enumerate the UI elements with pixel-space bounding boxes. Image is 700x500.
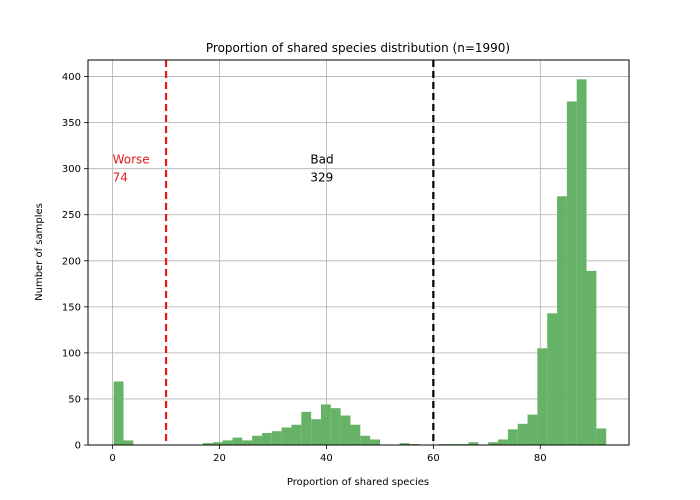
x-tick-label: 40 [320,453,333,464]
histogram-bar [566,101,577,446]
histogram-bar [498,439,508,445]
x-tick-label: 80 [534,453,547,464]
histogram-bar [370,439,380,445]
histogram-bar [123,440,134,445]
histogram-bar [261,433,272,445]
y-tick-label: 400 [62,72,81,83]
histogram-bar [212,442,223,445]
histogram-bar [399,443,410,445]
histogram-bar [242,440,253,445]
histogram-bar [517,423,528,445]
histogram-bar [320,404,331,445]
histogram-bar [222,440,233,445]
x-axis-ticks: 0 20 40 60 80 [109,445,547,464]
histogram-bar [537,348,548,445]
histogram-bar [360,435,371,445]
x-axis-label: Proportion of shared species [287,477,429,488]
threshold-lines [164,60,435,445]
histogram-bar [291,424,302,445]
y-tick-label: 150 [62,302,81,313]
histogram-bar [301,411,312,445]
histogram-bar [113,381,124,445]
plot-frame [87,59,630,446]
y-tick-label: 0 [75,441,81,452]
x-tick-label: 0 [109,453,115,464]
histogram-bar [507,429,518,445]
y-axis-ticks: 0 50 100 150 200 250 300 350 400 [62,72,88,452]
histogram-bar [557,196,567,445]
histogram-bar [232,437,243,445]
histogram-bar [281,427,292,445]
histogram-bars [113,79,607,446]
histogram-bar [350,424,361,445]
region-label: Worse [113,152,150,166]
y-tick-label: 250 [62,210,81,221]
histogram-bar [202,443,213,445]
histogram-bar [488,442,499,445]
histogram-bar [576,79,587,445]
histogram-bar [468,442,479,445]
y-tick-label: 100 [62,348,81,359]
histogram-bar [330,408,341,445]
y-axis-label: Number of samples [34,203,45,301]
y-tick-label: 50 [68,394,81,405]
histogram-bar [252,435,262,445]
region-count: 329 [310,170,333,184]
histogram-bar [340,415,351,445]
histogram-bar [547,313,558,445]
histogram-bar [311,419,321,445]
x-tick-label: 20 [213,453,226,464]
region-label: Bad [310,152,333,166]
region-annotations: Worse 74 Bad 329 [113,152,334,184]
chart-title: Proportion of shared species distributio… [206,41,510,55]
histogram-bar [527,414,538,445]
histogram-bar [596,428,607,445]
region-count: 74 [113,170,128,184]
y-tick-label: 350 [62,118,81,129]
y-tick-label: 200 [62,256,81,267]
histogram-bar [586,270,597,445]
histogram-bar [271,431,282,445]
x-tick-label: 60 [427,453,440,464]
y-tick-label: 300 [62,164,81,175]
